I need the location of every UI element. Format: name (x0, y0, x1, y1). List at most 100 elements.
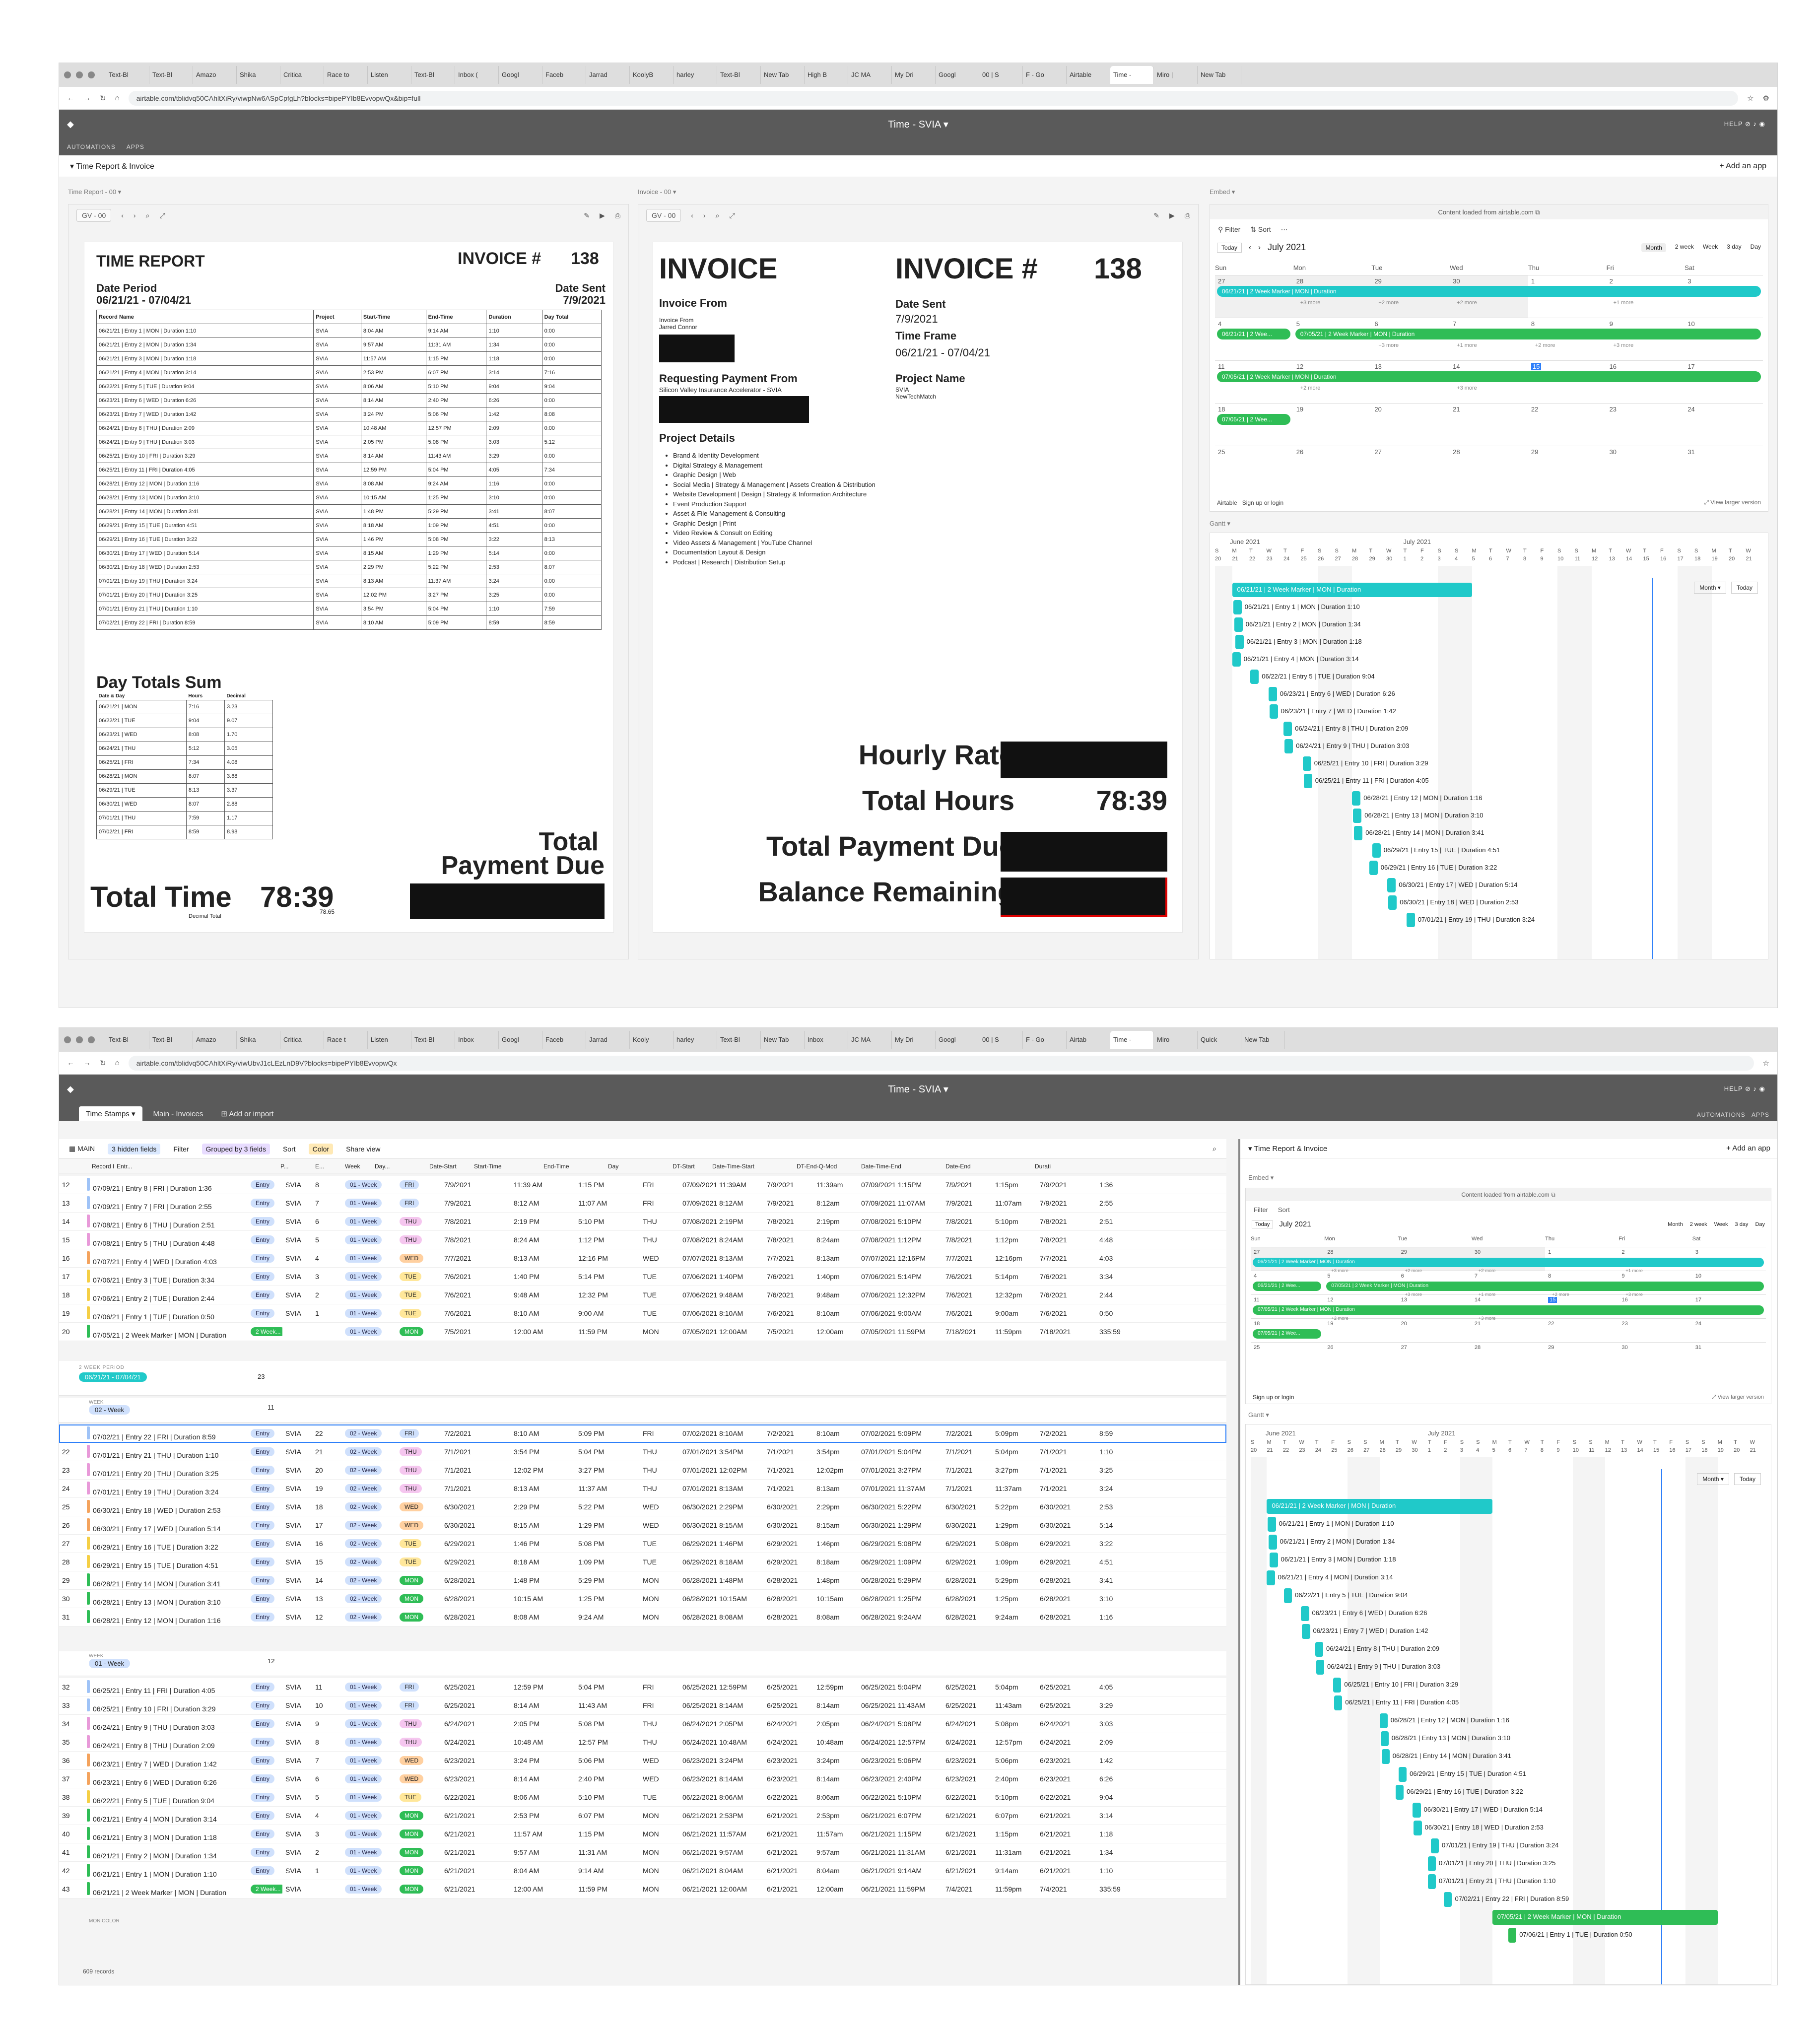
table-cell[interactable]: 1:42 (1096, 1757, 1141, 1764)
table-cell[interactable]: 15 (312, 1558, 342, 1566)
table-cell[interactable]: 6/21/2021 (764, 1867, 813, 1875)
table-cell[interactable]: 7/6/2021 (943, 1273, 992, 1281)
calendar-day-cell[interactable]: 3 (1692, 1247, 1766, 1271)
table-cell[interactable]: 7/9/2021 (441, 1181, 511, 1189)
table-cell[interactable]: Entry (248, 1429, 282, 1438)
group-header-week[interactable]: WEEK 01 - Week 12 (59, 1651, 1226, 1676)
gantt-bar[interactable] (1303, 774, 1312, 788)
table-cell[interactable]: 6/23/2021 (943, 1757, 992, 1764)
table-row[interactable]: 30 06/28/21 | Entry 13 | MON | Duration 3… (59, 1590, 1226, 1608)
table-cell[interactable]: 11:59 PM (575, 1328, 640, 1336)
calendar-day-cell[interactable]: 31 (1685, 446, 1763, 488)
table-cell[interactable]: 32 (59, 1683, 84, 1691)
browser-tab[interactable]: New Tab (761, 1031, 805, 1049)
browser-tab[interactable]: Text-Bl (411, 66, 455, 84)
table-cell[interactable]: 06/30/21 | Entry 18 | WED | Duration 2:5… (84, 1499, 248, 1514)
table-cell[interactable]: 6/30/2021 (943, 1521, 992, 1529)
table-cell[interactable]: 01 - Week (342, 1793, 397, 1802)
table-cell[interactable]: SVIA (282, 1273, 312, 1281)
browser-tab[interactable]: F - Go (1023, 66, 1067, 84)
table-cell[interactable]: 07/06/2021 5:14PM (858, 1273, 943, 1281)
calendar-day-cell[interactable]: 2 (1606, 275, 1685, 318)
table-cell[interactable]: 01 - Week (342, 1217, 397, 1226)
browser-tab[interactable]: Race t (324, 1031, 368, 1049)
table-cell[interactable]: MON (397, 1885, 441, 1894)
table-cell[interactable]: 9 (312, 1720, 342, 1728)
table-cell[interactable]: 11:37am (992, 1485, 1037, 1492)
table-cell[interactable]: 6/25/2021 (943, 1683, 992, 1691)
table-cell[interactable]: SVIA (282, 1485, 312, 1492)
table-cell[interactable]: 06/23/2021 2:40PM (858, 1775, 943, 1783)
table-cell[interactable]: 6/23/2021 (764, 1757, 813, 1764)
table-cell[interactable]: 6/23/2021 (441, 1757, 511, 1764)
table-cell[interactable]: WED (640, 1254, 679, 1262)
table-cell[interactable]: 8:08 AM (511, 1613, 575, 1621)
table-cell[interactable]: 07/07/2021 8:13AM (679, 1254, 764, 1262)
table-cell[interactable]: 8:24am (813, 1236, 858, 1244)
table-row[interactable]: 43 06/21/21 | 2 Week Marker | MON | Durat… (59, 1880, 1226, 1898)
table-cell[interactable]: 06/29/21 | Entry 15 | TUE | Duration 4:5… (84, 1555, 248, 1569)
forward-icon[interactable]: → (83, 94, 91, 102)
table-cell[interactable]: FRI (397, 1429, 441, 1438)
table-cell[interactable]: 12:59pm (813, 1683, 858, 1691)
table-cell[interactable]: 5:10pm (992, 1218, 1037, 1225)
browser-tab[interactable]: Miro (1154, 1031, 1198, 1049)
table-cell[interactable]: 11:31 AM (575, 1848, 640, 1856)
gantt-bar[interactable] (1492, 1910, 1718, 1925)
table-cell[interactable]: 01 - Week (342, 1254, 397, 1263)
calendar-day-cell[interactable]: 9 (1618, 1271, 1692, 1294)
table-cell[interactable]: 10:48 AM (511, 1738, 575, 1746)
side-gantt-title[interactable]: Gantt ▾ (1248, 1411, 1269, 1419)
table-cell[interactable]: 5:04 PM (575, 1448, 640, 1456)
browser-tab[interactable]: Faceb (542, 66, 586, 84)
table-cell[interactable]: 07/09/2021 11:07AM (858, 1199, 943, 1207)
table-cell[interactable]: 7/18/2021 (1037, 1328, 1096, 1336)
gantt-bar[interactable] (1413, 1803, 1421, 1818)
column-header[interactable]: Date-End (945, 1162, 971, 1170)
calendar-day-cell[interactable]: 5 (1324, 1271, 1398, 1294)
calendar-event[interactable]: 06/21/21 | 2 Wee... (1217, 329, 1290, 339)
calendar-day-cell[interactable]: 2 (1618, 1247, 1692, 1271)
calendar-day-cell[interactable]: 4 (1251, 1271, 1325, 1294)
table-cell[interactable]: 06/23/2021 8:14AM (679, 1775, 764, 1783)
table-cell[interactable]: 9:48am (813, 1291, 858, 1299)
window-controls[interactable] (64, 71, 95, 78)
table-cell[interactable]: 7 (312, 1199, 342, 1207)
table-row[interactable]: 40 06/21/21 | Entry 3 | MON | Duration 1:… (59, 1825, 1226, 1843)
table-cell[interactable]: 5 (312, 1236, 342, 1244)
table-cell[interactable]: 07/02/21 | Entry 22 | FRI | Duration 8:5… (84, 1426, 248, 1441)
table-cell[interactable]: Entry (248, 1756, 282, 1765)
table-cell[interactable]: 7/6/2021 (943, 1309, 992, 1317)
calendar-event[interactable]: 06/21/21 | 2 Week Marker | MON | Duratio… (1253, 1258, 1764, 1267)
calendar-day-cell[interactable]: 27 (1371, 446, 1450, 488)
table-cell[interactable]: Entry (248, 1848, 282, 1857)
table-cell[interactable]: 5:14pm (992, 1273, 1037, 1281)
table-cell[interactable]: 11:37 AM (575, 1485, 640, 1492)
gantt-bar[interactable] (1301, 1606, 1309, 1621)
table-cell[interactable]: 7/7/2021 (764, 1254, 813, 1262)
home-icon[interactable]: ⌂ (115, 1059, 120, 1067)
table-cell[interactable]: TUE (397, 1272, 441, 1281)
table-cell[interactable]: SVIA (282, 1793, 312, 1801)
table-cell[interactable]: 1:34 (1096, 1848, 1141, 1856)
browser-tab[interactable]: Shika (237, 1031, 280, 1049)
table-cell[interactable]: 06/21/2021 11:57AM (679, 1830, 764, 1838)
gantt-bar[interactable] (1508, 1928, 1517, 1943)
table-row[interactable]: 41 06/21/21 | Entry 2 | MON | Duration 1:… (59, 1843, 1226, 1862)
table-cell[interactable]: 01 - Week (342, 1235, 397, 1244)
table-cell[interactable]: 01 - Week (342, 1719, 397, 1728)
table-cell[interactable]: 1:29pm (992, 1521, 1037, 1529)
table-cell[interactable]: 2:44 (1096, 1291, 1141, 1299)
table-cell[interactable]: 7/8/2021 (1037, 1236, 1096, 1244)
table-cell[interactable]: 3:22 (1096, 1540, 1141, 1548)
table-cell[interactable]: MON (640, 1595, 679, 1603)
table-cell[interactable]: FRI (640, 1429, 679, 1437)
table-row[interactable]: 24 07/01/21 | Entry 19 | THU | Duration 3… (59, 1480, 1226, 1498)
table-cell[interactable]: 06/24/2021 2:05PM (679, 1720, 764, 1728)
calendar-day-cell[interactable]: 4 (1215, 318, 1293, 360)
table-cell[interactable]: 06/28/2021 1:48PM (679, 1576, 764, 1584)
table-cell[interactable]: 2:55 (1096, 1199, 1141, 1207)
table-cell[interactable]: MON (640, 1576, 679, 1584)
table-row[interactable]: 38 06/22/21 | Entry 5 | TUE | Duration 9:… (59, 1788, 1226, 1807)
table-cell[interactable]: 8 (312, 1738, 342, 1746)
